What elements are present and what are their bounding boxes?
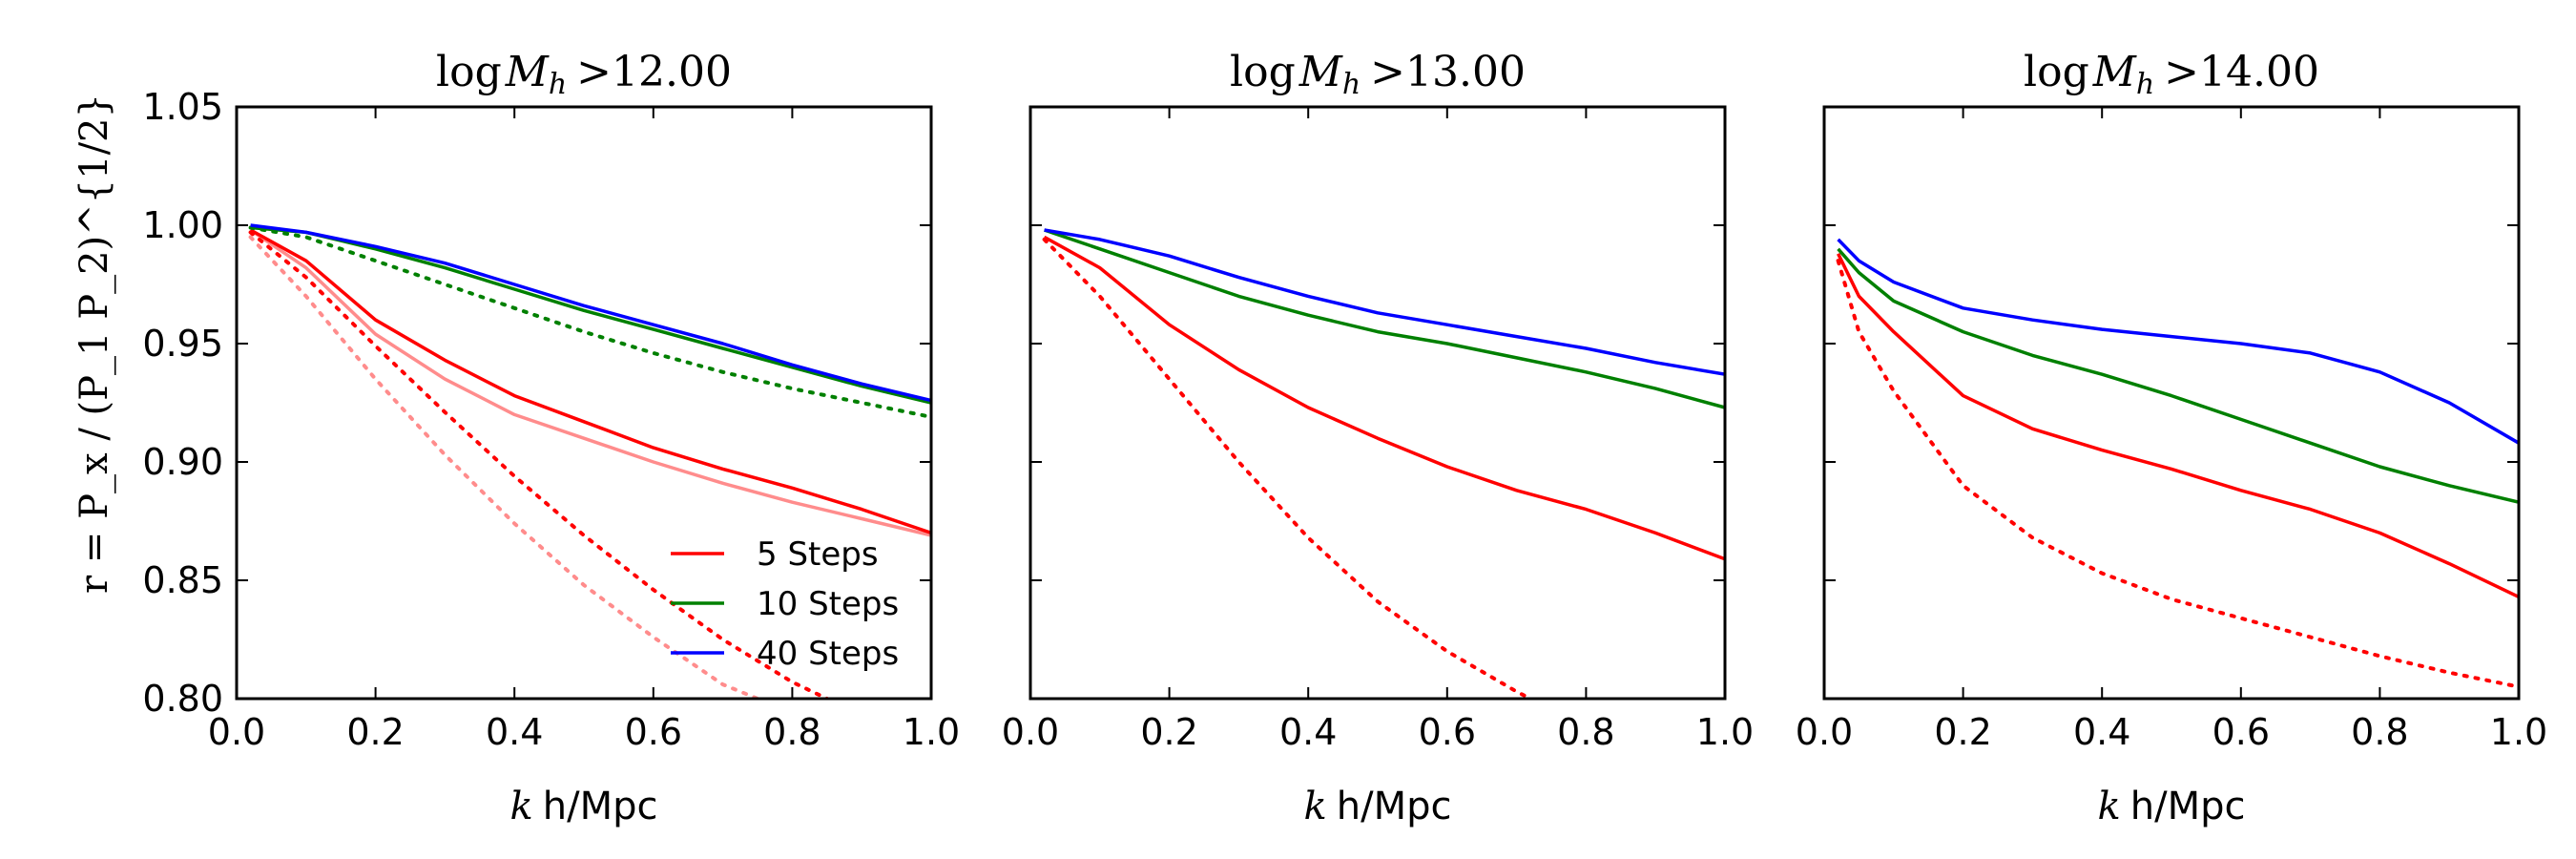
panel-3: 0.0 0.2 0.4 0.6 0.8 1.0 logMh >14.00 k h/Mpc — [1796, 48, 2547, 828]
panel-title: logMh >14.00 — [2024, 48, 2319, 101]
series-line-10-steps-solid — [1044, 228, 1725, 409]
x-tick-label: 0.8 — [763, 711, 821, 753]
panel-2-frame — [1028, 105, 1727, 701]
y-tick-label: 0.80 — [142, 678, 223, 720]
legend: 5 Steps 10 Steps 40 Steps — [671, 535, 899, 673]
y-axis-label: r = P_x / (P_1 P_2)^{1/2} — [73, 94, 116, 594]
x-tick-label: 0.4 — [1279, 711, 1337, 753]
panel-title: logMh >12.00 — [436, 48, 732, 101]
x-tick-label: 0.0 — [1796, 711, 1853, 753]
panel-2: 0.0 0.2 0.4 0.6 0.8 1.0 logMh >13.00 k h/Mpc — [1002, 48, 1754, 828]
x-tick-label: 0.6 — [625, 711, 682, 753]
x-tick-label: 0.8 — [1557, 711, 1614, 753]
series-line-10-steps-solid — [1837, 247, 2519, 504]
series-line-5-steps-dotted-faint — [248, 235, 759, 699]
y-tick-label: 0.95 — [142, 323, 223, 365]
y-tick-label: 1.05 — [142, 86, 223, 128]
y-tick-label: 0.90 — [142, 441, 223, 483]
series-line-5-steps-dotted — [1836, 259, 2519, 689]
x-tick-label: 0.2 — [1934, 711, 1991, 753]
x-tick-label: 0.0 — [1002, 711, 1059, 753]
series-line-5-steps-solid — [249, 228, 931, 535]
series-line-5-steps-dotted — [248, 230, 829, 699]
panel-2-series — [1042, 228, 1725, 699]
panel-1-series — [248, 223, 931, 699]
x-tick-label: 1.0 — [1696, 711, 1754, 753]
series-line-5-steps-solid — [1043, 235, 1725, 561]
x-tick-label: 0.0 — [208, 711, 265, 753]
x-tick-label: 1.0 — [2490, 711, 2547, 753]
series-line-40-steps-solid — [250, 223, 931, 403]
series-line-10-steps-dotted — [248, 225, 931, 419]
x-axis-label: k h/Mpc — [510, 785, 658, 828]
panels: 0.80 0.85 0.90 0.95 1.00 1.05 0.0 0.2 0.4 0.6 0.8 1… — [142, 48, 2547, 828]
panel-title: logMh >13.00 — [1230, 48, 1526, 101]
series-line-40-steps-solid — [1044, 228, 1725, 376]
x-tick-label: 0.4 — [486, 711, 543, 753]
y-tick-label: 1.00 — [142, 204, 223, 246]
series-line-40-steps-solid — [1837, 238, 2519, 445]
legend-label: 5 Steps — [757, 535, 879, 574]
series-line-5-steps-solid-faint — [249, 228, 931, 537]
panel-3-frame — [1822, 105, 2521, 701]
y-axis-label-text: r = P_x / (P_1 P_2)^{1/2} — [73, 94, 116, 594]
x-tick-label: 0.4 — [2073, 711, 2130, 753]
x-tick-label: 0.6 — [1419, 711, 1476, 753]
x-tick-label: 1.0 — [903, 711, 960, 753]
x-tick-label: 0.2 — [1140, 711, 1197, 753]
legend-label: 10 Steps — [757, 585, 899, 623]
x-axis-label: k h/Mpc — [2098, 785, 2246, 828]
x-tick-label: 0.8 — [2351, 711, 2408, 753]
series-line-5-steps-dotted — [1042, 237, 1533, 699]
panel-3-series — [1836, 238, 2519, 689]
x-axis-label: k h/Mpc — [1304, 785, 1452, 828]
series-line-5-steps-solid — [1837, 253, 2519, 598]
x-tick-label: 0.6 — [2212, 711, 2270, 753]
panel-1: 0.80 0.85 0.90 0.95 1.00 1.05 0.0 0.2 0.4 0.6 0.8 1… — [142, 48, 960, 828]
x-tick-label: 0.2 — [346, 711, 404, 753]
legend-label: 40 Steps — [757, 635, 899, 673]
panel-1-frame — [235, 105, 933, 701]
y-tick-label: 0.85 — [142, 559, 223, 601]
